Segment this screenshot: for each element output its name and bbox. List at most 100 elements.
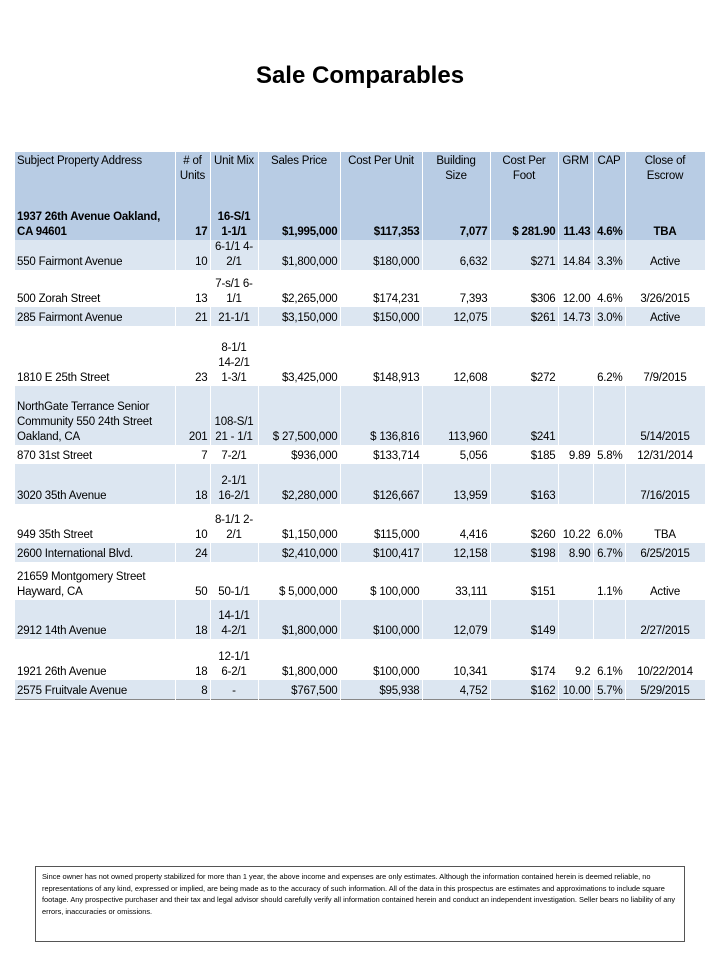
comparables-table: Subject Property Address # of Units Unit M… [15,152,706,700]
table-cell: 12,079 [422,600,491,639]
table-cell: 4.6% [593,270,626,307]
table-cell: 6.2% [593,326,626,386]
table-cell: 3.0% [593,307,626,326]
table-cell: 6-1/1 4-2/1 [210,240,259,270]
table-cell: 13,959 [422,464,491,504]
table-cell: 23 [175,326,211,386]
table-cell: 870 31st Street [15,445,176,464]
table-cell: 33,111 [422,562,491,600]
table-cell: $115,000 [340,504,423,543]
table-cell: 550 Fairmont Avenue [15,240,176,270]
column-header: GRM [558,152,594,194]
table-cell: 18 [175,464,211,504]
table-cell [210,543,259,562]
table-cell: $117,353 [340,194,423,240]
table-row: 21659 Montgomery Street Hayward, CA 50 50-… [15,562,706,600]
table-cell: 14-1/1 4-2/1 [210,600,259,639]
table-cell: 6/25/2015 [625,543,706,562]
table-cell: 12,075 [422,307,491,326]
table-cell: 5/14/2015 [625,386,706,445]
table-row: 1921 26th Avenue 18 12-1/1 6-2/1 $1,800,000… [15,639,706,680]
table-row: 285 Fairmont Avenue 21 21-1/1 $3,150,000 $15… [15,307,706,326]
table-cell: 7/9/2015 [625,326,706,386]
table-cell: 6,632 [422,240,491,270]
table-cell: $162 [490,680,559,699]
table-cell [558,464,594,504]
table-cell: 12.00 [558,270,594,307]
column-header: Cost Per Unit [340,152,423,194]
table-row: 1810 E 25th Street 23 8-1/1 14-2/1 1-3/1 $3… [15,326,706,386]
table-cell: 12/31/2014 [625,445,706,464]
table-cell: 285 Fairmont Avenue [15,307,176,326]
table-cell: $261 [490,307,559,326]
table-cell: 7,393 [422,270,491,307]
table-cell: 9.89 [558,445,594,464]
table-cell [593,464,626,504]
table-cell: 6.1% [593,639,626,680]
table-cell: 16-S/1 1-1/1 [210,194,259,240]
table-cell: $ 281.90 [490,194,559,240]
table-row: 3020 35th Avenue 18 2-1/1 16-2/1 $2,280,000… [15,464,706,504]
table-cell: $151 [490,562,559,600]
table-cell: 13 [175,270,211,307]
table-cell: 10/22/2014 [625,639,706,680]
table-cell: $2,280,000 [258,464,341,504]
table-cell: 50 [175,562,211,600]
table-cell: 5.7% [593,680,626,699]
table-cell: 10,341 [422,639,491,680]
table-cell [593,386,626,445]
table-cell: 949 35th Street [15,504,176,543]
header-row: Subject Property Address # of Units Unit M… [15,152,706,194]
table-cell: $260 [490,504,559,543]
table-cell: $148,913 [340,326,423,386]
table-cell: 10.00 [558,680,594,699]
table-cell: 18 [175,600,211,639]
table-cell: 7/16/2015 [625,464,706,504]
table-cell: 7,077 [422,194,491,240]
table-cell: 500 Zorah Street [15,270,176,307]
table-cell: 24 [175,543,211,562]
table-cell [558,600,594,639]
table-cell: $180,000 [340,240,423,270]
table-cell: $100,000 [340,600,423,639]
table-cell: $ 27,500,000 [258,386,341,445]
table-cell: 4.6% [593,194,626,240]
table-cell: $149 [490,600,559,639]
table-cell: $126,667 [340,464,423,504]
table-cell: $1,995,000 [258,194,341,240]
table-cell: $2,410,000 [258,543,341,562]
table-cell: 17 [175,194,211,240]
table-row: 870 31st Street 7 7-2/1 $936,000 $133,714 5,0… [15,445,706,464]
table-cell: 18 [175,639,211,680]
table-cell: 9.2 [558,639,594,680]
table-row: 949 35th Street 10 8-1/1 2-2/1 $1,150,000 $1… [15,504,706,543]
table-cell: $198 [490,543,559,562]
table-cell: 2600 International Blvd. [15,543,176,562]
table-cell: 12,158 [422,543,491,562]
table-cell: $100,417 [340,543,423,562]
table-cell: 2-1/1 16-2/1 [210,464,259,504]
table-cell: $174,231 [340,270,423,307]
table-cell: 21 [175,307,211,326]
table-cell: $306 [490,270,559,307]
table-cell [558,326,594,386]
column-header: Subject Property Address [15,152,176,194]
table-row: 550 Fairmont Avenue 10 6-1/1 4-2/1 $1,800,0… [15,240,706,270]
table-cell: 3/26/2015 [625,270,706,307]
table-cell: 10.22 [558,504,594,543]
table-row: 2575 Fruitvale Avenue 8- $767,500 $95,938 4,… [15,680,706,699]
disclaimer: Since owner has not owned property stabi… [35,866,685,942]
table-cell: 8.90 [558,543,594,562]
table-cell: $1,800,000 [258,240,341,270]
column-header: # of Units [175,152,211,194]
table-row: 2600 International Blvd. 24 $2,410,000 $100… [15,543,706,562]
table-cell: $3,425,000 [258,326,341,386]
table-cell: 50-1/1 [210,562,259,600]
table-cell: 201 [175,386,211,445]
table-cell: $2,265,000 [258,270,341,307]
column-header: CAP [593,152,626,194]
table-cell: 6.7% [593,543,626,562]
table-cell: 3.3% [593,240,626,270]
table-cell: 8-1/1 2-2/1 [210,504,259,543]
table-cell: $133,714 [340,445,423,464]
